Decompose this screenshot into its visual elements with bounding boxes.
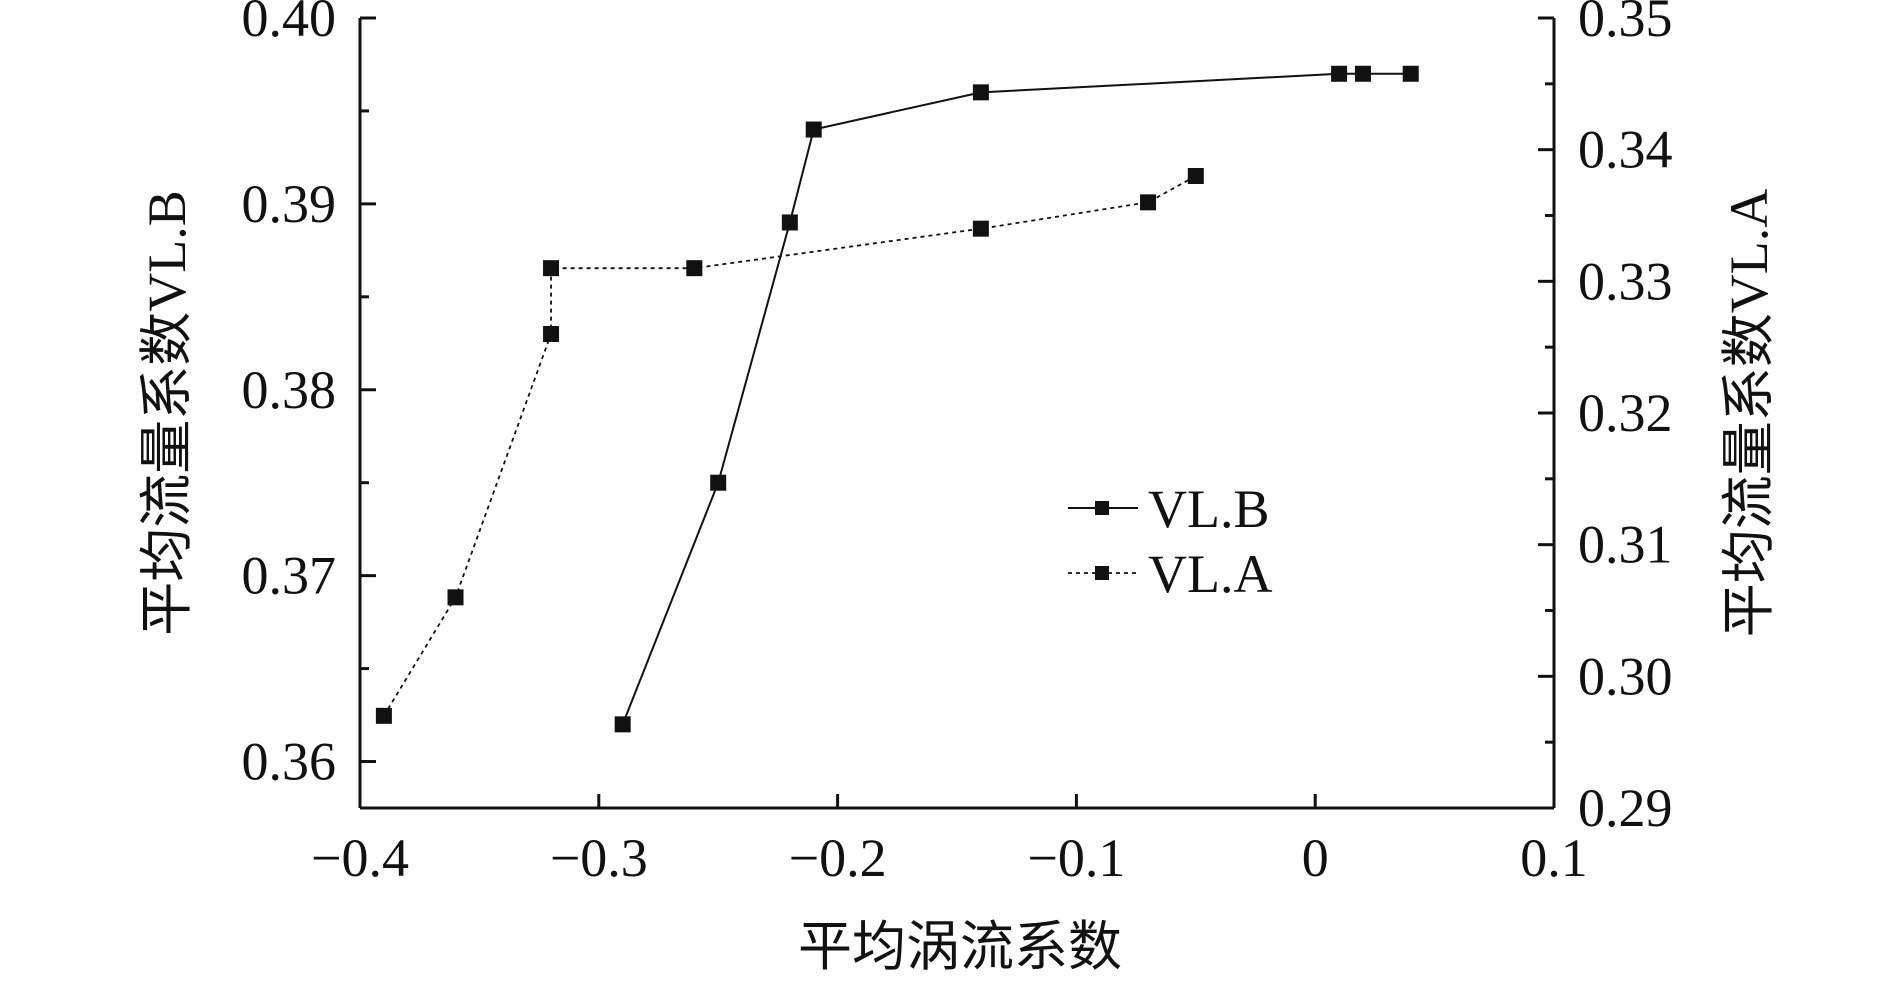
data-point-vl-b	[1402, 65, 1419, 82]
series	[375, 65, 1419, 733]
legend-label: VL.A	[1148, 544, 1272, 604]
legend-swatch-marker	[1095, 501, 1109, 515]
series-line-vl-a	[383, 175, 1197, 717]
legend: VL.BVL.A	[1068, 479, 1272, 604]
right-y-tick-label: 0.30	[1578, 646, 1673, 706]
data-point-vl-b	[614, 716, 631, 733]
data-point-vl-b	[710, 474, 727, 491]
x-tick-label: −0.3	[550, 828, 648, 888]
data-point-vl-a	[686, 260, 703, 277]
x-axis-title: 平均涡流系数	[798, 917, 1122, 977]
left-y-tick-label: 0.39	[242, 174, 337, 234]
data-point-vl-b	[1331, 65, 1348, 82]
right-y-tick-label: 0.32	[1578, 383, 1673, 443]
right-y-axis-title: 平均流量系数VL.A	[1719, 189, 1779, 637]
legend-label: VL.B	[1148, 479, 1270, 539]
x-tick-label: −0.4	[311, 828, 409, 888]
data-point-vl-a	[972, 220, 989, 237]
right-y-tick-label: 0.31	[1578, 515, 1673, 575]
x-tick-label: 0.1	[1520, 828, 1588, 888]
data-point-vl-a	[447, 589, 464, 606]
right-y-tick-label: 0.33	[1578, 251, 1673, 311]
x-tick-label: −0.2	[789, 828, 887, 888]
left-y-tick-label: 0.36	[242, 732, 337, 792]
right-y-tick-label: 0.29	[1578, 778, 1673, 838]
left-y-axis-title: 平均流量系数VL.B	[137, 190, 197, 636]
data-point-vl-b	[805, 121, 822, 138]
left-y-tick-label: 0.38	[242, 360, 337, 420]
data-point-vl-b	[972, 84, 989, 101]
left-y-tick-label: 0.40	[242, 0, 337, 48]
data-point-vl-b	[1354, 65, 1371, 82]
x-tick-label: −0.1	[1027, 828, 1125, 888]
right-y-tick-label: 0.35	[1578, 0, 1673, 48]
right-y-tick-label: 0.34	[1578, 120, 1673, 180]
data-point-vl-a	[375, 707, 392, 724]
data-point-vl-b	[781, 214, 798, 231]
x-tick-label: 0	[1302, 828, 1329, 888]
left-y-tick-label: 0.37	[242, 546, 337, 606]
data-point-vl-a	[1140, 194, 1157, 211]
data-point-vl-a	[543, 326, 560, 342]
axes: −0.4 −0.3 −0.2 −0.1 0 0.1 0.36 0.37 0.38 0.39 0.40…	[137, 0, 1779, 977]
legend-swatch-marker	[1095, 566, 1109, 580]
data-point-vl-a	[1187, 168, 1204, 184]
data-point-vl-a	[543, 260, 560, 277]
